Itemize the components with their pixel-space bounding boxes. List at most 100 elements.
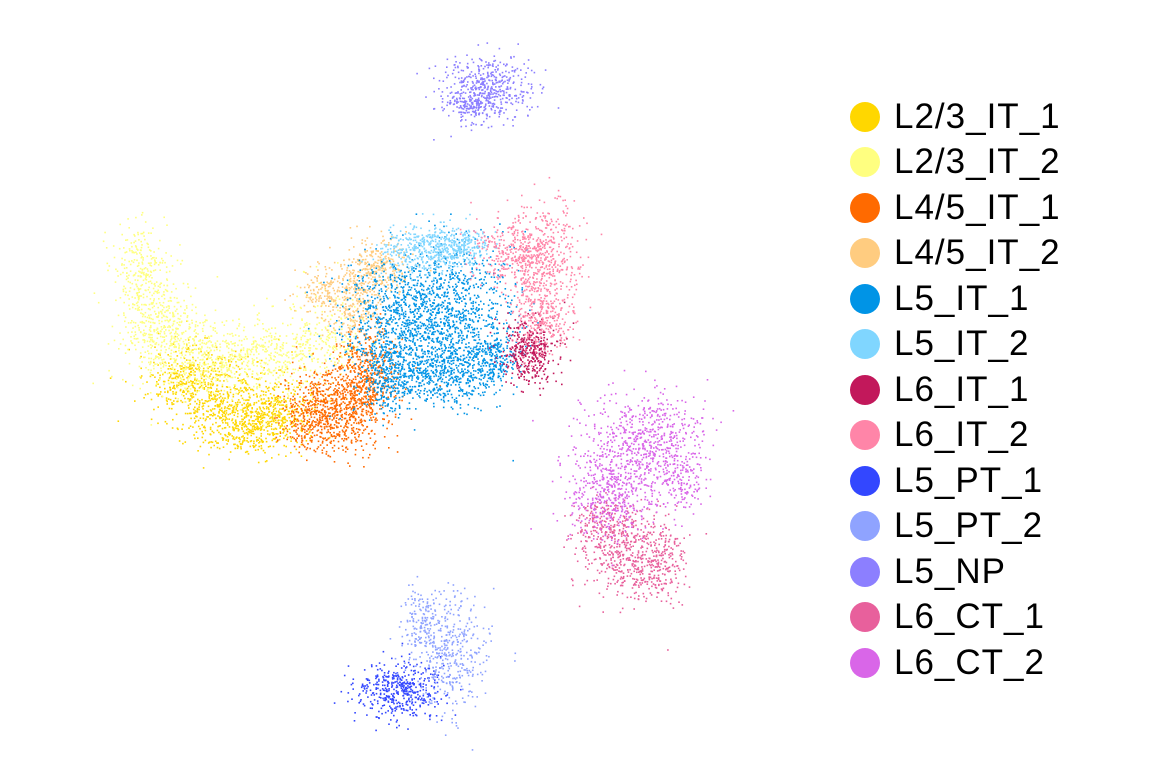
data-point bbox=[209, 349, 212, 352]
data-point bbox=[249, 431, 252, 434]
data-point bbox=[176, 384, 178, 386]
data-point bbox=[277, 381, 280, 383]
data-point bbox=[374, 335, 377, 338]
data-point bbox=[345, 272, 348, 274]
data-point bbox=[304, 395, 307, 398]
data-point bbox=[231, 400, 234, 402]
data-point bbox=[310, 354, 312, 356]
data-point bbox=[172, 313, 175, 316]
data-point bbox=[199, 362, 201, 364]
data-point bbox=[232, 422, 234, 424]
data-point bbox=[246, 338, 248, 340]
data-point bbox=[262, 424, 265, 427]
data-point bbox=[287, 356, 290, 359]
data-point bbox=[319, 418, 321, 421]
data-point bbox=[178, 375, 181, 377]
data-point bbox=[353, 311, 355, 313]
data-point bbox=[249, 440, 252, 443]
data-point bbox=[119, 223, 121, 226]
data-point bbox=[305, 374, 307, 376]
data-point bbox=[248, 394, 251, 397]
data-point bbox=[372, 403, 375, 406]
data-point bbox=[276, 344, 278, 346]
data-point bbox=[119, 273, 122, 276]
data-point bbox=[182, 395, 185, 397]
data-point bbox=[368, 345, 371, 347]
data-point bbox=[201, 354, 203, 357]
data-point bbox=[353, 412, 356, 414]
data-point bbox=[210, 387, 213, 389]
data-point bbox=[340, 364, 343, 367]
data-point bbox=[340, 403, 343, 405]
data-point bbox=[223, 411, 225, 414]
data-point bbox=[188, 336, 191, 339]
data-point bbox=[276, 338, 278, 340]
data-point bbox=[355, 428, 358, 430]
data-point bbox=[238, 335, 240, 337]
data-point bbox=[369, 381, 371, 384]
data-point bbox=[240, 382, 242, 384]
data-point bbox=[265, 406, 268, 408]
data-point bbox=[341, 429, 344, 432]
data-point bbox=[340, 317, 342, 319]
data-point bbox=[309, 298, 312, 300]
data-point bbox=[329, 346, 331, 348]
data-point bbox=[174, 360, 176, 363]
data-point bbox=[361, 420, 363, 422]
data-point bbox=[190, 295, 192, 298]
data-point bbox=[163, 291, 165, 293]
data-point bbox=[234, 411, 236, 414]
data-point bbox=[246, 433, 249, 435]
data-point bbox=[378, 289, 381, 292]
data-point bbox=[374, 419, 376, 421]
data-point bbox=[234, 350, 237, 353]
data-point bbox=[281, 420, 284, 423]
data-point bbox=[157, 330, 159, 333]
data-point bbox=[275, 361, 277, 364]
data-point bbox=[275, 401, 278, 403]
data-point bbox=[156, 349, 158, 352]
data-point bbox=[317, 440, 320, 443]
data-point bbox=[234, 389, 236, 391]
data-point bbox=[277, 415, 280, 418]
data-point bbox=[330, 360, 333, 362]
data-point bbox=[161, 309, 164, 311]
data-point bbox=[312, 387, 315, 389]
data-point bbox=[316, 305, 319, 307]
data-point bbox=[264, 350, 266, 353]
data-point bbox=[362, 316, 365, 319]
data-point bbox=[175, 330, 177, 333]
data-point bbox=[281, 404, 283, 406]
data-point bbox=[357, 263, 359, 265]
data-point bbox=[243, 399, 246, 401]
data-point bbox=[153, 256, 155, 259]
data-point bbox=[245, 382, 247, 384]
data-point bbox=[235, 427, 237, 430]
data-point bbox=[216, 390, 218, 392]
data-point bbox=[303, 425, 306, 428]
data-point bbox=[245, 371, 247, 374]
data-point bbox=[241, 418, 243, 421]
data-point bbox=[394, 263, 396, 266]
data-point bbox=[223, 410, 226, 412]
data-point bbox=[323, 447, 325, 449]
data-point bbox=[141, 255, 143, 258]
data-point bbox=[351, 380, 354, 383]
data-point bbox=[374, 447, 376, 450]
data-point bbox=[178, 382, 180, 384]
data-point bbox=[291, 332, 294, 335]
data-point bbox=[301, 430, 303, 433]
data-point bbox=[194, 379, 196, 381]
data-point bbox=[202, 413, 205, 415]
data-point bbox=[180, 356, 182, 359]
data-point bbox=[326, 329, 329, 332]
data-point bbox=[131, 384, 134, 387]
data-point bbox=[150, 337, 152, 339]
data-point bbox=[139, 295, 141, 297]
data-point bbox=[246, 373, 248, 376]
data-point bbox=[147, 262, 150, 264]
data-point bbox=[237, 425, 239, 427]
data-point bbox=[141, 284, 144, 286]
data-point bbox=[146, 316, 149, 319]
data-point bbox=[300, 443, 303, 446]
